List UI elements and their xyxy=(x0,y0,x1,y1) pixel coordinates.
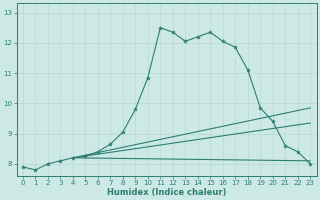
X-axis label: Humidex (Indice chaleur): Humidex (Indice chaleur) xyxy=(107,188,226,197)
